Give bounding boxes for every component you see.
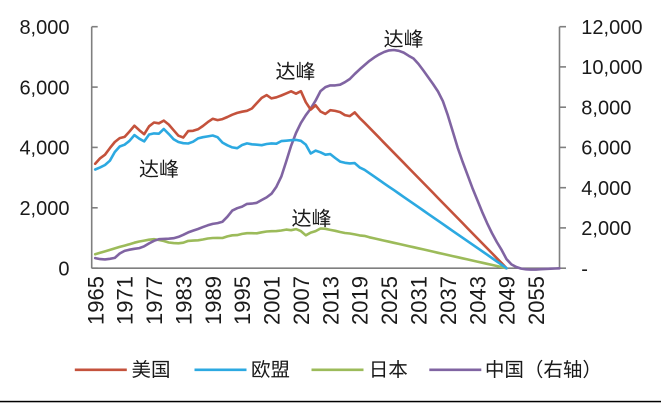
svg-text:4,000: 4,000 xyxy=(19,138,69,160)
svg-text:4,000: 4,000 xyxy=(581,178,631,200)
svg-text:6,000: 6,000 xyxy=(581,138,631,160)
svg-text:8,000: 8,000 xyxy=(19,17,69,39)
svg-text:2,000: 2,000 xyxy=(581,218,631,240)
svg-text:12,000: 12,000 xyxy=(581,17,642,39)
svg-text:-: - xyxy=(581,258,588,280)
svg-text:1989: 1989 xyxy=(201,276,226,325)
svg-text:2025: 2025 xyxy=(377,276,402,325)
svg-text:2049: 2049 xyxy=(495,276,520,325)
svg-text:2019: 2019 xyxy=(348,276,373,325)
svg-text:10,000: 10,000 xyxy=(581,57,642,79)
svg-text:2007: 2007 xyxy=(289,276,314,325)
svg-text:2055: 2055 xyxy=(524,276,549,325)
svg-text:2013: 2013 xyxy=(318,276,343,325)
svg-text:2,000: 2,000 xyxy=(19,198,69,220)
svg-text:1965: 1965 xyxy=(83,276,108,325)
svg-text:1995: 1995 xyxy=(230,276,255,325)
svg-text:1971: 1971 xyxy=(113,276,138,325)
svg-text:1977: 1977 xyxy=(142,276,167,325)
svg-text:0: 0 xyxy=(58,258,69,280)
svg-text:2001: 2001 xyxy=(260,276,285,325)
svg-text:6,000: 6,000 xyxy=(19,77,69,99)
svg-text:8,000: 8,000 xyxy=(581,97,631,119)
svg-text:2043: 2043 xyxy=(465,276,490,325)
svg-text:1983: 1983 xyxy=(171,276,196,325)
svg-text:2037: 2037 xyxy=(436,276,461,325)
svg-text:2031: 2031 xyxy=(407,276,432,325)
